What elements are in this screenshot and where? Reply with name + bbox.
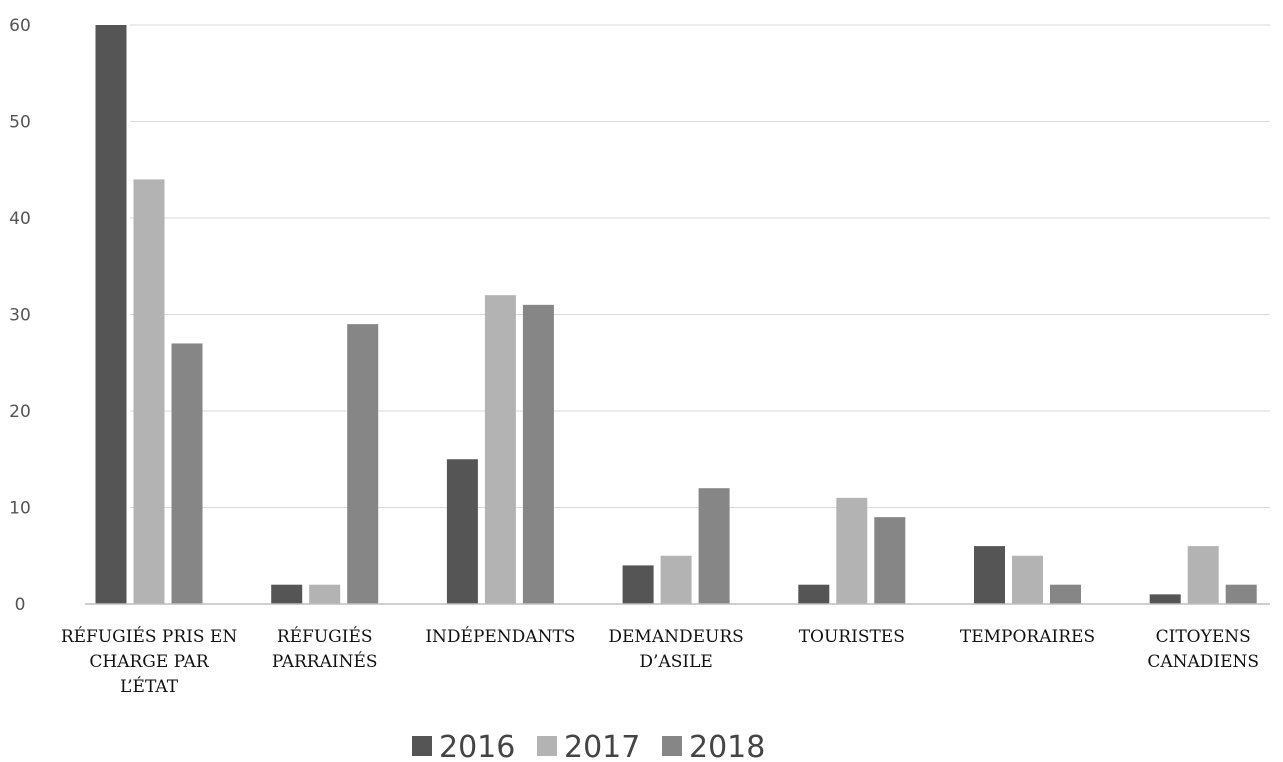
- bar: [133, 179, 165, 604]
- y-tick-label: 30: [9, 306, 31, 326]
- y-axis: 0 10 20 30 40 50 60: [9, 16, 31, 615]
- y-tick-label: 60: [9, 16, 31, 36]
- grid-lines: [130, 24, 1270, 508]
- x-tick-label: DEMANDEURS D’ASILE: [608, 627, 743, 672]
- legend-label: 2018: [689, 730, 765, 762]
- bar: [446, 459, 478, 604]
- x-tick-label-line: CITOYENS: [1156, 627, 1251, 647]
- x-tick-label-line: TEMPORAIRES: [960, 627, 1095, 647]
- legend-label: 2016: [439, 730, 515, 762]
- x-tick-label-line: PARRAINÉS: [272, 651, 378, 672]
- bar: [484, 295, 516, 604]
- x-tick-label-line: RÉFUGIÉS: [277, 626, 373, 647]
- y-tick-label: 50: [9, 113, 31, 133]
- bar: [95, 25, 127, 604]
- x-tick-label-line: CANADIENS: [1147, 652, 1259, 672]
- bar: [798, 584, 830, 604]
- bar: [171, 343, 203, 604]
- x-tick-label: TOURISTES: [799, 627, 905, 647]
- bar: [1225, 584, 1257, 604]
- x-tick-label: INDÉPENDANTS: [425, 626, 575, 647]
- x-tick-label: RÉFUGIÉS PRIS EN CHARGE PAR L’ÉTAT: [61, 626, 238, 697]
- y-tick-label: 40: [9, 209, 31, 229]
- legend-label: 2017: [564, 730, 640, 762]
- x-tick-label: RÉFUGIÉS PARRAINÉS: [272, 626, 378, 672]
- legend-swatch: [537, 736, 557, 756]
- x-tick-label-line: CHARGE PAR: [89, 652, 209, 672]
- y-tick-label: 0: [15, 595, 26, 615]
- x-tick-label: TEMPORAIRES: [960, 627, 1095, 647]
- x-tick-label-line: RÉFUGIÉS PRIS EN: [61, 626, 238, 647]
- y-tick-label: 20: [9, 402, 31, 422]
- bar: [271, 584, 303, 604]
- bars: [95, 25, 1257, 604]
- x-tick-label: CITOYENS CANADIENS: [1147, 627, 1259, 672]
- bar: [660, 555, 692, 604]
- legend-swatch: [412, 736, 432, 756]
- bar: [522, 304, 554, 604]
- bar: [836, 497, 868, 604]
- bar: [309, 584, 341, 604]
- bar: [974, 546, 1005, 604]
- bar: [1050, 584, 1081, 604]
- bar: [622, 565, 654, 604]
- bar: [347, 324, 379, 604]
- x-tick-label-line: L’ÉTAT: [120, 676, 179, 697]
- legend-swatch: [662, 736, 682, 756]
- bar: [874, 517, 906, 604]
- bar: [698, 488, 730, 604]
- bar: [1149, 594, 1181, 604]
- x-axis: RÉFUGIÉS PRIS EN CHARGE PAR L’ÉTATRÉFUGIÉS…: [61, 626, 1259, 697]
- legend: 2016 2017 2018: [412, 730, 765, 762]
- bar: [1012, 555, 1043, 604]
- x-tick-label-line: D’ASILE: [639, 652, 712, 672]
- y-tick-label: 10: [9, 499, 31, 519]
- x-tick-label-line: INDÉPENDANTS: [425, 626, 575, 647]
- x-tick-label-line: TOURISTES: [799, 627, 905, 647]
- bar: [1187, 546, 1219, 604]
- x-tick-label-line: DEMANDEURS: [608, 627, 743, 647]
